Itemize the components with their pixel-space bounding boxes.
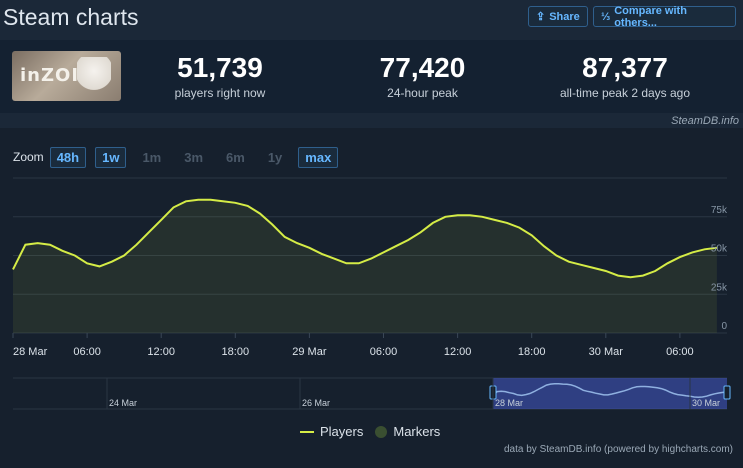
alltime-value: 87,377 xyxy=(582,52,668,83)
players-legend-line xyxy=(300,430,314,433)
current-players-label: players right now xyxy=(174,86,266,100)
x-tick-label: 30 Mar xyxy=(589,346,624,358)
legend-item-markers[interactable]: Markers xyxy=(375,424,440,439)
game-logo: inZOI xyxy=(12,51,121,101)
peak24-value: 77,420 xyxy=(379,52,466,83)
zoom-48h-button[interactable]: 48h xyxy=(49,146,87,168)
x-tick-label: 29 Mar xyxy=(292,346,327,358)
y-tick-label: 0 xyxy=(721,321,727,332)
x-tick-label: 18:00 xyxy=(222,346,250,358)
zoom-max-button[interactable]: max xyxy=(298,146,339,168)
compare-button[interactable]: ⅓ Compare with others... xyxy=(593,4,736,29)
steamdb-credit-top[interactable]: SteamDB.info xyxy=(671,115,739,127)
markers-legend-dot xyxy=(375,425,388,438)
share-button[interactable]: ⇪ Share xyxy=(528,6,588,27)
stat-peak24: 77,420 24-hour peak xyxy=(350,52,495,100)
navigator[interactable]: 24 Mar 26 Mar 28 Mar 30 Mar xyxy=(13,377,731,410)
legend-markers-label: Markers xyxy=(393,424,441,439)
credit-bottom[interactable]: data by SteamDB.info (powered by highcha… xyxy=(504,444,733,455)
players-line xyxy=(12,198,718,279)
current-players-value: 51,739 xyxy=(177,52,263,83)
players-area xyxy=(13,199,717,333)
x-tick-label: 06:00 xyxy=(73,346,101,358)
navigator-series xyxy=(492,383,728,399)
zoom-1m-button[interactable]: 1m xyxy=(142,149,162,165)
stat-alltime: 87,377 all-time peak 2 days ago xyxy=(545,52,705,100)
zoom-6m-button[interactable]: 6m xyxy=(226,149,245,165)
legend: Players Markers xyxy=(300,424,440,439)
x-tick-label: 06:00 xyxy=(370,346,398,358)
zoom-1y-button[interactable]: 1y xyxy=(267,149,283,165)
compare-icon: ⅓ xyxy=(601,10,611,23)
navigator-handle-right xyxy=(723,385,731,400)
x-tick-label: 28 Mar xyxy=(13,346,48,358)
share-icon: ⇪ xyxy=(536,11,546,23)
zoom-1w-button[interactable]: 1w xyxy=(95,146,127,168)
y-tick-label: 25k xyxy=(711,282,728,293)
x-tick-label: 18:00 xyxy=(518,346,546,358)
share-label: Share xyxy=(549,10,580,23)
navigator-label: 28 Mar xyxy=(495,398,523,408)
chart-panel xyxy=(0,128,743,468)
zoom-label: Zoom xyxy=(13,150,44,164)
y-tick-label: 50k xyxy=(711,244,728,255)
navigator-selection xyxy=(493,378,727,409)
legend-players-label: Players xyxy=(320,424,364,439)
legend-item-players[interactable]: Players xyxy=(300,424,363,439)
stat-current: 51,739 players right now xyxy=(160,52,280,100)
peak24-label: 24-hour peak xyxy=(387,86,458,100)
navigator-label: 30 Mar xyxy=(692,398,720,408)
logo-text: inZOI xyxy=(20,65,80,86)
x-tick-label: 12:00 xyxy=(147,346,175,358)
page-title: Steam charts xyxy=(3,4,139,30)
compare-label: Compare with others... xyxy=(614,4,687,29)
y-tick-label: 75k xyxy=(711,205,728,216)
header: Steam charts ⇪ Share ⅓ Compare with othe… xyxy=(0,0,743,36)
x-tick-label: 12:00 xyxy=(444,346,472,358)
x-tick-label: 06:00 xyxy=(666,346,694,358)
zoom-bar: Zoom 48h 1w 1m 3m 6m 1y max xyxy=(13,146,347,168)
navigator-label: 26 Mar xyxy=(302,398,330,408)
cat-image xyxy=(77,57,111,97)
alltime-label: all-time peak 2 days ago xyxy=(559,86,691,100)
zoom-3m-button[interactable]: 3m xyxy=(184,149,204,165)
navigator-label: 24 Mar xyxy=(109,398,137,408)
stats-panel: inZOI 51,739 players right now 77,420 24… xyxy=(0,40,743,113)
